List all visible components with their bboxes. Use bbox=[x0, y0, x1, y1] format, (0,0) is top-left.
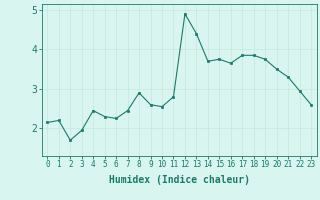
X-axis label: Humidex (Indice chaleur): Humidex (Indice chaleur) bbox=[109, 175, 250, 185]
